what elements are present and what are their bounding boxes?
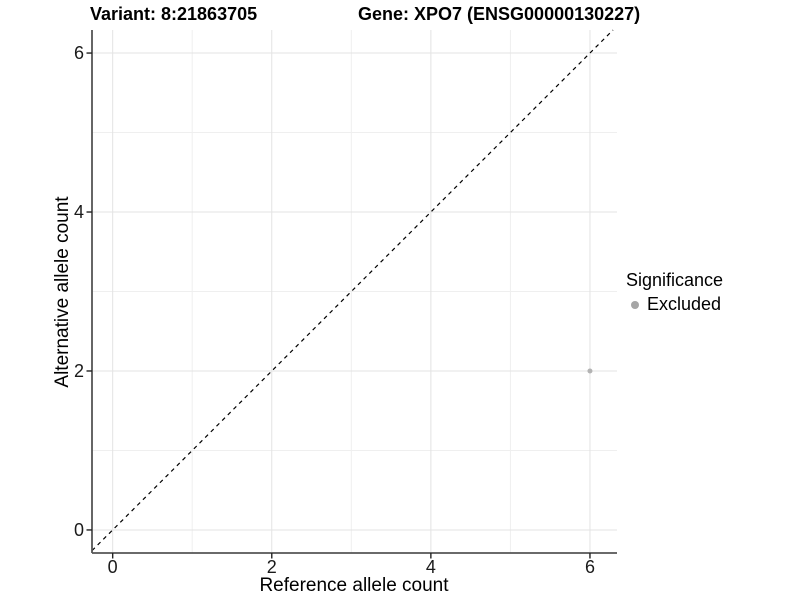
gene-title: Gene: XPO7 (ENSG00000130227) xyxy=(358,4,641,24)
x-tick-label: 2 xyxy=(266,557,277,577)
x-axis-title: Reference allele count xyxy=(259,575,449,596)
y-tick-label: 6 xyxy=(73,43,84,64)
variant-title: Variant: 8:21863705 xyxy=(90,4,258,24)
x-tick-label: 6 xyxy=(584,557,595,577)
legend: Significance Excluded xyxy=(626,270,723,315)
y-axis-title: Alternative allele count xyxy=(52,196,73,388)
excluded-point-icon xyxy=(631,301,639,309)
legend-title: Significance xyxy=(626,270,724,290)
x-tick-label: 0 xyxy=(107,557,118,577)
y-tick-label: 4 xyxy=(73,202,84,223)
y-tick-label: 0 xyxy=(73,519,84,540)
data-point xyxy=(587,368,593,374)
legend-entry-label: Excluded xyxy=(647,294,722,314)
y-tick-label: 2 xyxy=(73,360,84,381)
legend-entry-excluded: Excluded xyxy=(626,294,723,315)
identity-dashed-line xyxy=(91,29,614,552)
x-tick-label: 4 xyxy=(425,557,436,577)
